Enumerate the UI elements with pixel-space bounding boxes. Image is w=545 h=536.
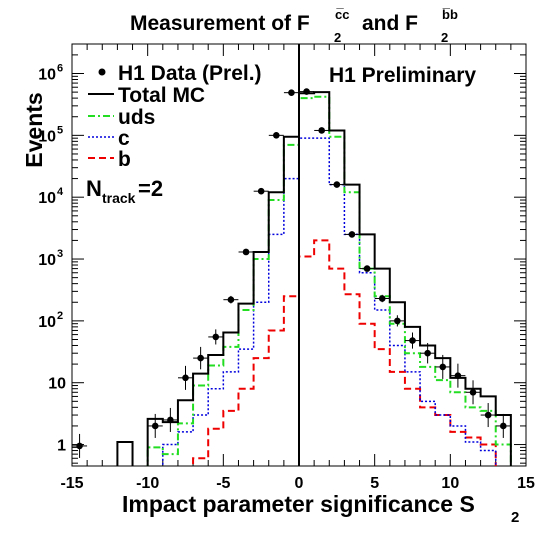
y-tick-label: 1 — [57, 438, 66, 455]
ntrack-value: =2 — [138, 176, 163, 201]
data-point — [223, 295, 239, 304]
x-tick-label: -5 — [216, 475, 230, 492]
data-point — [299, 88, 315, 95]
legend: H1 Data (Prel.) Total MC uds c b — [88, 62, 262, 171]
legend-data-label: H1 Data (Prel.) — [118, 62, 262, 85]
data-point — [405, 332, 420, 349]
title-and: and F — [362, 12, 418, 35]
data-point — [465, 380, 481, 405]
y-tick-label-base: 1 — [57, 438, 66, 455]
y-tick-label: 10 6 — [38, 63, 63, 84]
x-axis-label: Impact parameter significance S 2 — [122, 491, 519, 526]
data-point — [72, 433, 88, 458]
h1-preliminary-label: H1 Preliminary — [329, 64, 476, 87]
data-point — [420, 342, 436, 364]
y-tick-label: 10 — [48, 376, 66, 393]
y-tick-label-base: 10 — [38, 128, 56, 145]
data-point — [359, 265, 375, 272]
x-tick-label: 10 — [441, 475, 459, 492]
data-points — [72, 88, 511, 458]
data-point — [268, 132, 284, 139]
data-point — [314, 127, 330, 134]
y-tick-label-base: 10 — [48, 376, 66, 393]
legend-data-marker — [98, 68, 106, 76]
histogram-b — [192, 239, 497, 466]
y-tick-label: 10 4 — [38, 186, 64, 207]
y-tick-label-base: 10 — [38, 314, 56, 331]
title-prefix: Measurement of F — [130, 12, 310, 35]
ntrack-n: N — [86, 176, 102, 201]
data-point — [162, 407, 178, 432]
y-tick-label: 10 5 — [38, 124, 63, 145]
title-bb-subscript: 2 — [441, 30, 448, 45]
y-tick-label-exponent: 2 — [57, 310, 63, 322]
data-point — [283, 89, 299, 96]
histogram-c — [162, 137, 497, 466]
data-point — [329, 181, 345, 188]
x-axis-label-subscript: 2 — [511, 509, 519, 526]
legend-c-label: c — [118, 127, 130, 150]
data-point — [435, 354, 451, 379]
data-point — [253, 187, 269, 195]
legend-b-label: b — [118, 148, 131, 171]
data-point — [193, 346, 209, 370]
y-tick-label-base: 10 — [38, 67, 56, 84]
data-point — [495, 413, 511, 438]
title-cc-subscript: 2 — [334, 30, 341, 45]
y-tick-label: 10 2 — [38, 310, 63, 331]
data-point — [178, 365, 193, 390]
data-point — [208, 329, 224, 345]
title-cc-superscript: c̅c — [335, 7, 349, 22]
data-point — [480, 403, 496, 428]
y-tick-label-exponent: 6 — [57, 63, 63, 75]
legend-uds-label: uds — [118, 106, 155, 129]
y-tick-label-base: 10 — [38, 190, 56, 207]
y-tick-label-exponent: 5 — [57, 124, 63, 136]
x-tick-label: 15 — [517, 475, 535, 492]
data-point — [450, 363, 466, 388]
ntrack-subscript: track — [102, 190, 136, 206]
y-tick-label-base: 10 — [38, 252, 56, 269]
data-point — [389, 315, 405, 327]
x-tick-label: 5 — [370, 475, 379, 492]
data-point — [374, 294, 390, 303]
legend-total-label: Total MC — [118, 84, 205, 107]
x-tick-label: -15 — [60, 475, 83, 492]
x-axis-label-text: Impact parameter significance S — [122, 491, 475, 517]
y-axis-label: Events — [21, 92, 47, 167]
y-tick-label-exponent: 3 — [57, 248, 63, 260]
y-tick-label-exponent: 4 — [57, 186, 64, 198]
data-point — [238, 248, 254, 256]
y-tick-label: 10 3 — [38, 248, 63, 269]
title-bb-superscript: b̅b — [442, 7, 458, 22]
svg-text:Measurement of F: Measurement of F — [130, 12, 310, 35]
ntrack-annotation: N track =2 — [86, 176, 163, 206]
x-tick-label: 0 — [295, 475, 304, 492]
histogram-uds — [146, 95, 512, 466]
x-tick-label: -10 — [136, 475, 159, 492]
data-point — [344, 231, 360, 238]
chart-title: Measurement of F c̅c 2 and F b̅b 2 — [130, 7, 458, 45]
data-point — [147, 413, 163, 438]
